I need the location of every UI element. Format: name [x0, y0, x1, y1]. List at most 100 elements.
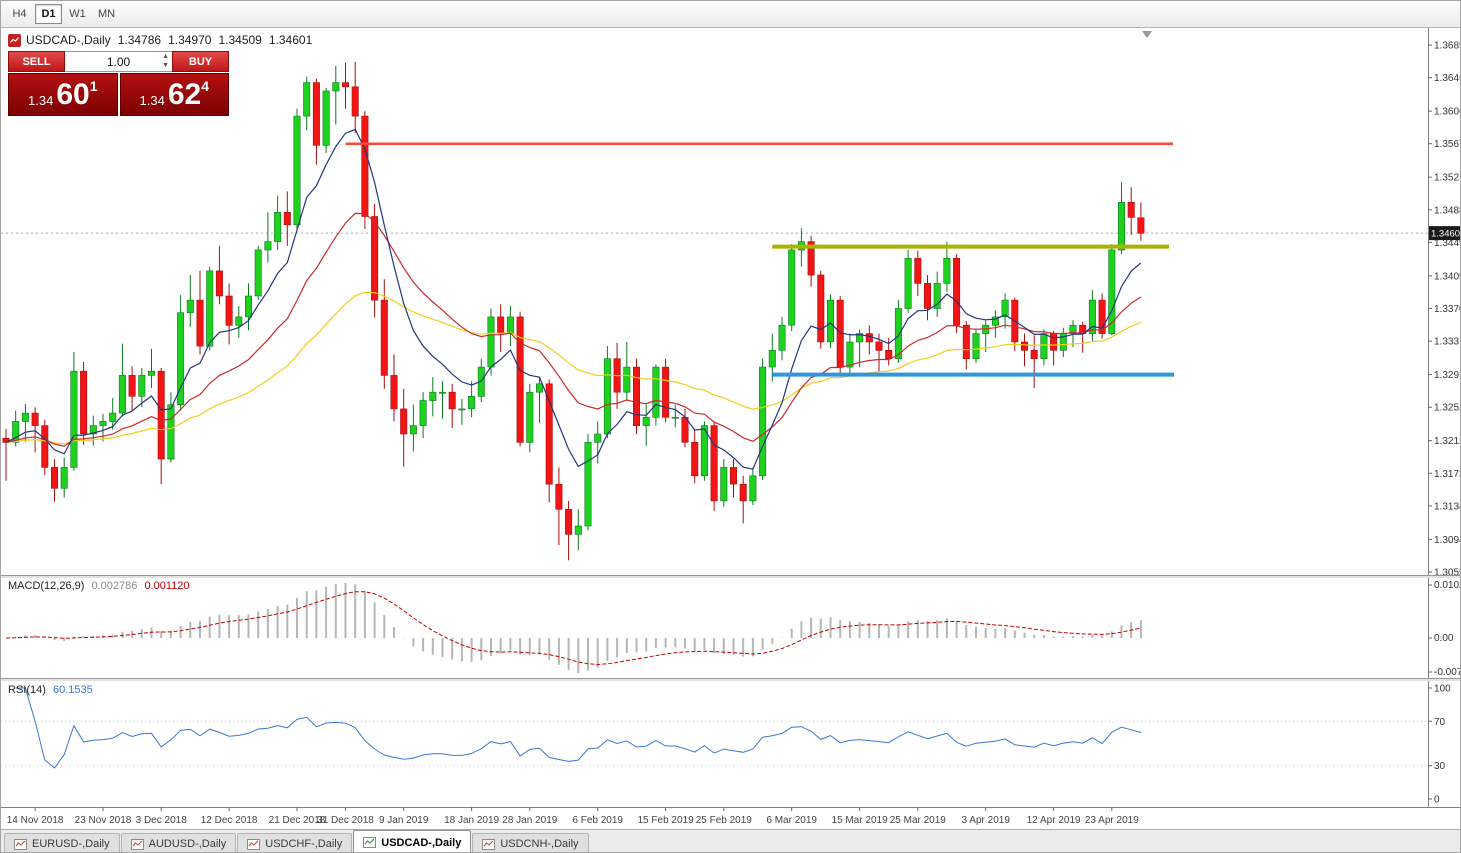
rsi-panel-splitter[interactable]	[1, 678, 1460, 681]
svg-text:100: 100	[1434, 684, 1451, 695]
rsi-label: RSI(14) 60.1535	[8, 684, 93, 696]
one-click-price-row: 1.34 60 1 1.34 62 4	[8, 73, 229, 116]
svg-text:1.34601: 1.34601	[1431, 229, 1461, 240]
svg-text:70: 70	[1434, 717, 1446, 728]
svg-text:14 Nov 2018: 14 Nov 2018	[7, 815, 64, 826]
tab-audusd-daily[interactable]: AUDUSD-,Daily	[120, 833, 237, 852]
chart-title: USDCAD-,Daily 1.34786 1.34970 1.34509 1.…	[8, 33, 312, 47]
macd-signal-value: 0.001120	[144, 580, 190, 592]
svg-text:1.34490: 1.34490	[1434, 238, 1461, 249]
tab-label: USDCNH-,Daily	[500, 838, 579, 850]
ma-fast	[5, 128, 1142, 470]
svg-text:9 Jan 2019: 9 Jan 2019	[379, 815, 429, 826]
tab-usdcad-daily[interactable]: USDCAD-,Daily	[353, 830, 472, 852]
ask-prefix: 1.34	[139, 93, 165, 108]
svg-text:15 Feb 2019: 15 Feb 2019	[638, 815, 695, 826]
macd-main-value: 0.002786	[91, 580, 138, 592]
tab-usdchf-daily[interactable]: USDCHF-,Daily	[237, 833, 353, 852]
chart-panel: 1.36850 1.36460 1.36060 1.35670 1.35270 1.348…	[1, 28, 1461, 829]
macd-panel-splitter[interactable]	[1, 575, 1460, 578]
tab-chart-icon	[14, 838, 27, 850]
sell-button[interactable]: SELL	[8, 51, 65, 72]
volume-field[interactable]: 1.00 ▲ ▼	[65, 51, 172, 72]
tab-label: USDCAD-,Daily	[381, 836, 462, 849]
candles-layer	[2, 61, 1145, 561]
one-click-trading-panel: SELL 1.00 ▲ ▼ BUY 1.34 60 1 1.34	[8, 51, 229, 116]
svg-text:1.32910: 1.32910	[1434, 370, 1461, 381]
current-price-badge	[1429, 226, 1460, 241]
svg-text:1.35670: 1.35670	[1434, 139, 1461, 150]
svg-text:30: 30	[1434, 761, 1446, 772]
chart-symbol-period: USDCAD-,Daily	[26, 33, 111, 47]
svg-text:1.30550: 1.30550	[1434, 568, 1461, 576]
macd-signal-line	[5, 591, 1142, 666]
one-click-top-row: SELL 1.00 ▲ ▼ BUY	[8, 51, 229, 72]
time-axis[interactable]: 14 Nov 2018 23 Nov 2018 3 Dec 2018 12 Dec 2…	[1, 807, 1461, 829]
tab-chart-icon	[130, 838, 144, 850]
svg-text:6 Feb 2019: 6 Feb 2019	[572, 815, 623, 826]
tab-label: AUDUSD-,Daily	[148, 838, 227, 850]
svg-text:21 Dec 2018: 21 Dec 2018	[269, 815, 326, 826]
svg-text:12 Dec 2018: 12 Dec 2018	[201, 815, 258, 826]
main-chart-canvas[interactable]: 1.36850 1.36460 1.36060 1.35670 1.35270 1.348…	[1, 28, 1461, 575]
timeframe-h4-button[interactable]: H4	[6, 4, 33, 24]
svg-text:3 Apr 2019: 3 Apr 2019	[962, 815, 1011, 826]
tab-label: USDCHF-,Daily	[265, 838, 343, 850]
tab-label: EURUSD-,Daily	[32, 838, 110, 850]
rsi-panel-canvas[interactable]: 100 70 30 0	[1, 681, 1461, 807]
svg-text:1.36060: 1.36060	[1434, 107, 1461, 118]
svg-text:0: 0	[1434, 795, 1440, 806]
svg-text:28 Jan 2019: 28 Jan 2019	[502, 815, 557, 826]
buy-price-button[interactable]: 1.34 62 4	[119, 73, 229, 116]
svg-text:18 Jan 2019: 18 Jan 2019	[444, 815, 499, 826]
macd-label: MACD(12,26,9) 0.002786 0.001120	[8, 580, 190, 592]
shift-marker	[1142, 31, 1152, 38]
svg-text:1.32520: 1.32520	[1434, 403, 1461, 414]
rsi-value: 60.1535	[52, 684, 93, 696]
svg-text:31 Dec 2018: 31 Dec 2018	[317, 815, 374, 826]
svg-text:23 Apr 2019: 23 Apr 2019	[1085, 815, 1139, 826]
sell-price-button[interactable]: 1.34 60 1	[8, 73, 118, 116]
timeframe-mn-button[interactable]: MN	[93, 4, 120, 24]
svg-text:25 Mar 2019: 25 Mar 2019	[890, 815, 947, 826]
svg-text:23 Nov 2018: 23 Nov 2018	[75, 815, 132, 826]
svg-text:1.35270: 1.35270	[1434, 173, 1461, 184]
svg-text:1.33700: 1.33700	[1434, 304, 1461, 315]
volume-up-arrow[interactable]: ▲	[162, 53, 169, 60]
timeframe-d1-button[interactable]: D1	[35, 4, 62, 24]
rsi-name: RSI(14)	[8, 684, 46, 696]
tab-usdcnh-daily[interactable]: USDCNH-,Daily	[472, 833, 589, 852]
svg-text:1.31340: 1.31340	[1434, 501, 1461, 512]
bid-pipette: 1	[89, 77, 98, 94]
volume-down-arrow[interactable]: ▼	[162, 62, 169, 69]
svg-text:0.00: 0.00	[1434, 633, 1454, 644]
svg-text:3 Dec 2018: 3 Dec 2018	[136, 815, 188, 826]
chart-icon	[8, 33, 21, 47]
timeframe-w1-button[interactable]: W1	[64, 4, 91, 24]
tab-chart-icon	[363, 837, 377, 848]
svg-text:1.34880: 1.34880	[1434, 205, 1461, 216]
svg-text:1.34090: 1.34090	[1434, 271, 1461, 282]
chart-tab-bar: EURUSD-,Daily AUDUSD-,Daily USDCHF-,Dail…	[1, 829, 1460, 852]
svg-text:1.30940: 1.30940	[1434, 535, 1461, 546]
tab-chart-icon	[247, 838, 261, 850]
svg-text:1.36460: 1.36460	[1434, 73, 1461, 84]
svg-text:0.01022: 0.01022	[1434, 580, 1461, 591]
bar-high-value: 1.34970	[168, 33, 212, 47]
svg-text:1.31730: 1.31730	[1434, 469, 1461, 480]
rsi-line	[15, 687, 1142, 769]
ma-slow	[5, 291, 1142, 445]
bid-pips: 60	[56, 77, 90, 111]
svg-text:15 Mar 2019: 15 Mar 2019	[832, 815, 889, 826]
bar-low-value: 1.34509	[218, 33, 262, 47]
tab-chart-icon	[482, 838, 496, 850]
ask-pips: 62	[167, 77, 202, 111]
volume-spinner: ▲ ▼	[162, 52, 169, 70]
macd-panel-canvas[interactable]: 0.01022 0.00 -0.00747	[1, 578, 1461, 678]
svg-text:1.32120: 1.32120	[1434, 436, 1461, 447]
tab-eurusd-daily[interactable]: EURUSD-,Daily	[4, 833, 120, 852]
svg-text:1.36850: 1.36850	[1434, 41, 1461, 52]
timeframe-toolbar: H4 D1 W1 MN	[1, 1, 1460, 28]
buy-button[interactable]: BUY	[172, 51, 229, 72]
